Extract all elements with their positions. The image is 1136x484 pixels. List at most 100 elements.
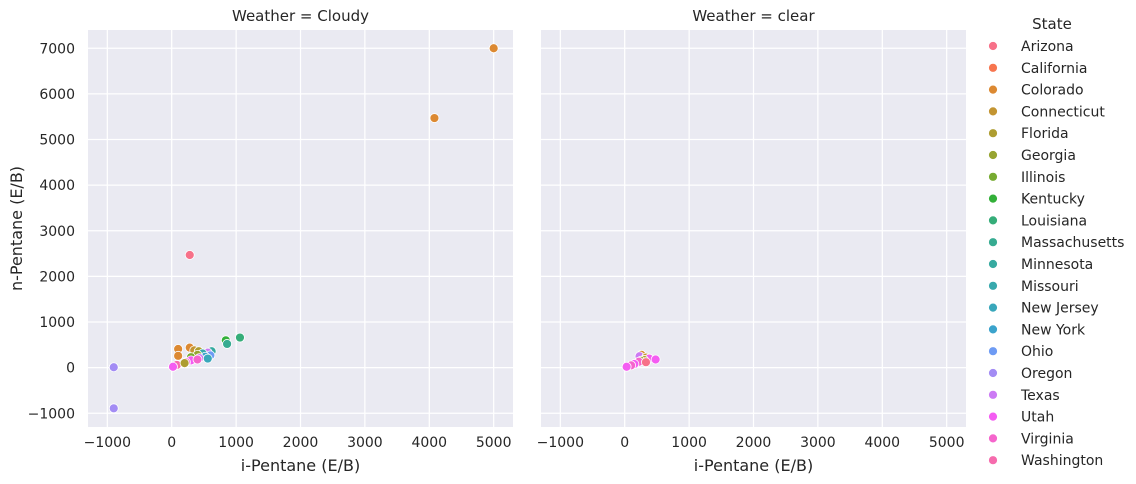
x-tick-label: 1000 (671, 435, 707, 451)
legend-item: Arizona (988, 39, 1074, 55)
legend-label: Georgia (1021, 148, 1076, 164)
legend-label: Minnesota (1021, 257, 1093, 273)
y-tick-label: 3000 (39, 224, 75, 240)
legend-label: Louisiana (1021, 213, 1087, 229)
legend-item: Minnesota (988, 257, 1093, 273)
legend-marker (988, 346, 998, 357)
legend-item: Texas (988, 388, 1060, 404)
x-tick-label: 1000 (218, 435, 254, 451)
legend-marker (988, 41, 998, 51)
legend-label: Virginia (1021, 431, 1074, 447)
legend-label: Massachusetts (1021, 235, 1124, 251)
legend-marker (988, 302, 998, 313)
legend-label: Utah (1021, 410, 1054, 426)
legend: State Arizona California Colorado Connecticu… (988, 15, 1124, 469)
y-tick-label: 4000 (39, 178, 75, 194)
y-tick-label: 6000 (39, 87, 75, 103)
legend-marker (988, 150, 998, 160)
legend-label: Kentucky (1021, 192, 1085, 208)
data-point (650, 354, 661, 365)
x-tick-label: 3000 (800, 435, 836, 451)
y-tick-label: 0 (66, 361, 75, 377)
data-point (488, 43, 499, 54)
x-tick-label: −1000 (537, 435, 584, 451)
legend-label: Colorado (1021, 83, 1084, 99)
legend-marker (988, 455, 998, 466)
data-point (429, 113, 440, 123)
legend-label: New York (1021, 322, 1086, 338)
legend-item: Kentucky (988, 192, 1085, 208)
legend-marker (988, 389, 998, 400)
legend-item: Virginia (988, 431, 1074, 447)
x-tick-label: 3000 (347, 435, 383, 451)
panel-1: −1000 0 1000 2000 3000 4000 5000 −1000 0 1000 2000… (7, 7, 513, 475)
legend-item: Ohio (988, 344, 1053, 360)
legend-label: Washington (1021, 453, 1103, 469)
legend-marker (988, 433, 998, 444)
y-tick-label: 2000 (39, 269, 75, 285)
y-tick-label: 5000 (39, 133, 75, 149)
data-point (222, 339, 232, 349)
x-tick-label: 5000 (929, 435, 965, 451)
legend-marker (988, 411, 998, 422)
legend-marker (988, 324, 998, 335)
legend-marker (988, 259, 998, 269)
legend-label: Florida (1021, 126, 1069, 142)
legend-marker (988, 62, 998, 73)
data-point (235, 332, 245, 343)
y-axis-label: n-Pentane (E/B) (7, 166, 26, 291)
x-tick-label: 4000 (864, 435, 900, 451)
legend-item: Florida (988, 126, 1069, 142)
legend-title: State (1032, 15, 1072, 33)
data-point (108, 362, 119, 373)
data-point (184, 250, 195, 260)
legend-item: Massachusetts (988, 235, 1124, 251)
panel-title: Weather = clear (692, 7, 815, 25)
legend-label: Connecticut (1021, 104, 1105, 120)
x-tick-label: 0 (620, 435, 629, 451)
legend-label: Arizona (1021, 39, 1074, 55)
legend-label: Illinois (1021, 170, 1065, 186)
legend-label: Oregon (1021, 366, 1072, 382)
legend-label: Missouri (1021, 279, 1079, 295)
x-tick-label: 4000 (411, 435, 447, 451)
x-tick-label: −1000 (84, 435, 131, 451)
x-tick-label: 0 (167, 435, 176, 451)
legend-label: Texas (1020, 388, 1060, 404)
legend-label: Ohio (1021, 344, 1053, 360)
data-point (202, 353, 213, 364)
legend-marker (988, 84, 998, 95)
data-point (173, 350, 184, 361)
legend-item: Georgia (988, 148, 1076, 164)
legend-item: Missouri (988, 279, 1079, 295)
x-axis-label: i-Pentane (E/B) (241, 456, 360, 475)
data-point (168, 361, 178, 372)
x-axis-label: i-Pentane (E/B) (694, 456, 813, 475)
legend-label: California (1021, 61, 1087, 77)
y-tick-label: 7000 (39, 41, 75, 57)
legend-item: Oregon (988, 366, 1072, 382)
panel-title: Weather = Cloudy (232, 7, 369, 25)
legend-marker (988, 368, 998, 378)
data-point (641, 357, 651, 368)
legend-marker (988, 215, 998, 226)
legend-marker (988, 237, 998, 248)
data-point (108, 403, 119, 414)
x-tick-label: 5000 (476, 435, 512, 451)
legend-marker (988, 106, 998, 117)
legend-item: New Jersey (988, 301, 1099, 317)
y-tick-label: −1000 (28, 406, 75, 422)
data-point (621, 361, 632, 372)
legend-marker (988, 128, 998, 139)
legend-marker (988, 171, 998, 182)
legend-marker (988, 193, 998, 204)
y-tick-label: 1000 (39, 315, 75, 331)
legend-marker (988, 280, 998, 291)
legend-item: Louisiana (988, 213, 1087, 229)
legend-item: Utah (988, 410, 1054, 426)
data-point (192, 354, 203, 365)
legend-item: Colorado (988, 83, 1084, 99)
legend-item: Illinois (988, 170, 1065, 186)
x-tick-label: 2000 (283, 435, 319, 451)
